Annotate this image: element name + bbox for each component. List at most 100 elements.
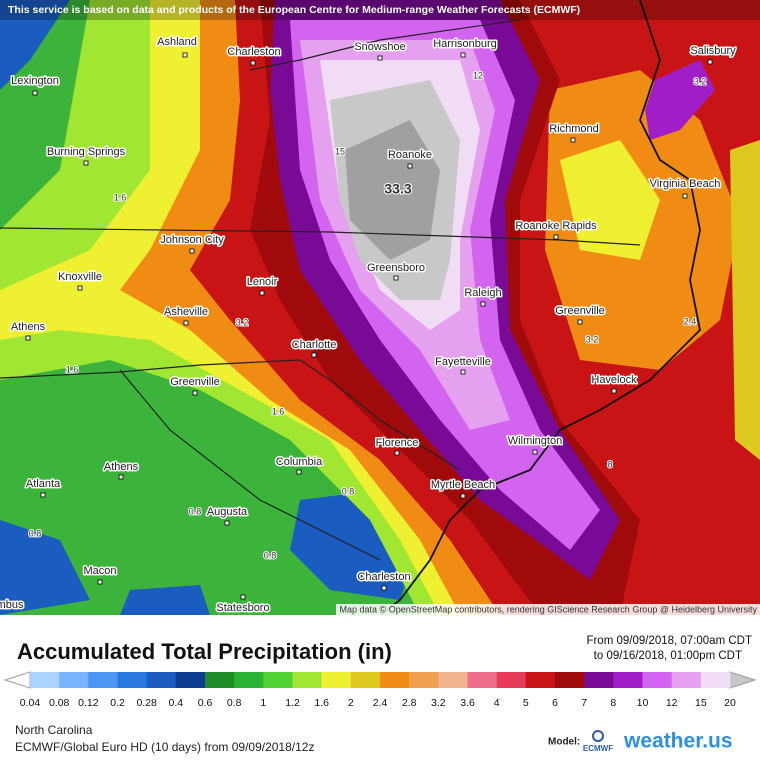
brand: weather.us [623, 730, 733, 753]
city-label: Snowshoe [354, 41, 405, 53]
city-dot [32, 90, 38, 96]
city-label: Salisbury [690, 45, 736, 57]
model-name: ECMWF [583, 744, 613, 753]
legend-tick-label: 0.12 [78, 697, 99, 709]
city-label: Johnson City [160, 234, 224, 246]
legend-swatch [671, 672, 702, 688]
city-label: Greenville [170, 376, 220, 388]
city-dot [83, 160, 89, 166]
legend-swatch [642, 672, 673, 688]
city-layer: Ashland Charleston Snowshoe Harrisonburg Sal… [0, 34, 738, 615]
legend-tick-label: 0.8 [227, 697, 242, 709]
contour-label: 0.8 [264, 550, 277, 560]
city-dot [460, 493, 466, 499]
legend-swatch [555, 672, 585, 688]
city-dot [570, 137, 576, 143]
city-label: Charleston [227, 46, 280, 58]
city-dot [460, 369, 466, 375]
city-label: Athens [104, 461, 139, 473]
legend-tick-label: 2 [348, 697, 354, 709]
city-label: Charleston [357, 571, 410, 583]
legend-tick-label: 3.2 [431, 697, 446, 709]
date-to: to 09/16/2018, 01:00pm CDT [594, 650, 742, 662]
city-dot [259, 290, 265, 296]
contour-label: 3.2 [694, 76, 707, 86]
city-dot [532, 449, 538, 455]
contour-label: 2.4 [684, 316, 697, 326]
city-dot [182, 52, 188, 58]
legend-swatch [496, 672, 527, 688]
legend-tick-label: 0.6 [198, 697, 213, 709]
city-label: Knoxville [58, 271, 102, 283]
field [345, 120, 440, 260]
city-label: Ashland [157, 36, 197, 48]
city-dot [240, 594, 246, 600]
coastline [379, 0, 701, 616]
city-label: Lexington [11, 75, 59, 87]
legend-swatch [438, 672, 468, 688]
date-from: From 09/09/2018, 07:00am CDT [586, 635, 752, 647]
ecmwf-logo [592, 730, 604, 742]
legend-tick-label: 3.6 [460, 697, 475, 709]
legend: 0.04 0.08 0.12 0.2 0.28 0.4 0.6 0.8 1 1.2 1.6 2 2.4 2… [20, 672, 736, 709]
contour-label: 3.2 [586, 334, 599, 344]
legend-tick-label: 20 [724, 697, 736, 709]
legend-swatch [117, 672, 148, 688]
attribution: Map data © OpenStreetMap contributors, r… [340, 604, 758, 614]
city-dot [553, 234, 559, 240]
legend-swatch [467, 672, 498, 688]
city-label: Lenoir [247, 276, 278, 288]
contour-label: 0.8 [29, 528, 42, 538]
city-label: Florence [376, 437, 419, 449]
city-label: Statesboro [216, 602, 269, 614]
legend-swatch [88, 672, 118, 688]
city-dot [192, 390, 198, 396]
city-dot [7, 602, 13, 608]
legend-tick-label: 0.2 [110, 697, 125, 709]
legend-swatch [584, 672, 614, 688]
legend-swatch [30, 672, 60, 688]
city-dot [577, 319, 583, 325]
city-dot [377, 55, 383, 61]
contour-label: 3.2 [236, 317, 249, 327]
state-border [0, 19, 641, 561]
city-label: Columbia [276, 456, 323, 468]
field [560, 140, 660, 260]
contour-label: 33.3 [384, 181, 411, 197]
legend-tick-label: 0.4 [169, 697, 184, 709]
city-label: Raleigh [464, 287, 501, 299]
legend-tick-label: 4 [494, 697, 500, 709]
legend-swatch [292, 672, 323, 688]
city-label: Greensboro [367, 262, 425, 274]
contour-label: 0.8 [189, 506, 202, 516]
contour-label: 0.8 [342, 486, 355, 496]
legend-swatch [613, 672, 643, 688]
field [645, 60, 715, 140]
city-dot [40, 492, 46, 498]
contour-label: 1.6 [272, 406, 285, 416]
legend-tick-label: 5 [523, 697, 529, 709]
city-dot [393, 275, 399, 281]
legend-swatch [205, 672, 235, 688]
attribution-bg [336, 604, 760, 615]
city-dot [394, 450, 400, 456]
legend-tick-label: 2.4 [373, 697, 388, 709]
city-dot [460, 52, 466, 58]
city-label: Myrtle Beach [431, 479, 495, 491]
field [730, 140, 760, 460]
map: This service is based on data and produc… [0, 0, 760, 616]
city-dot [682, 193, 688, 199]
banner: This service is based on data and produc… [8, 4, 580, 16]
city-dot [480, 301, 486, 307]
legend-swatch [700, 672, 731, 688]
legend-tick-label: 1 [260, 697, 266, 709]
legend-swatch [525, 672, 556, 688]
city-label: mbus [0, 599, 24, 611]
legend-swatch [380, 672, 410, 688]
city-dot [311, 352, 317, 358]
legend-swatch [321, 672, 352, 688]
city-label: Atlanta [26, 478, 61, 490]
city-label: Wilmington [508, 435, 562, 447]
city-label: Havelock [591, 374, 637, 386]
